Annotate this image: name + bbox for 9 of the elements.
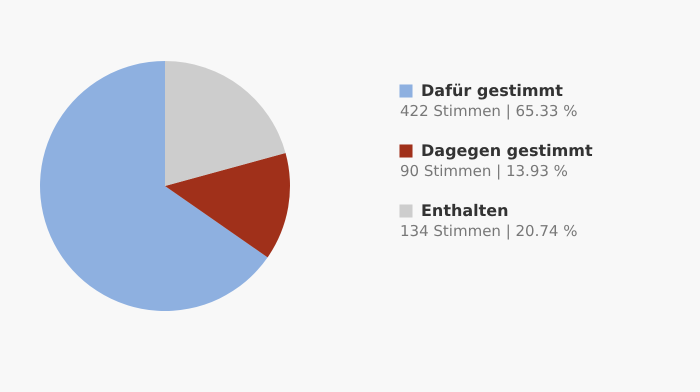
- data-label: 134 Stimmen | 20.74 %: [400, 222, 578, 240]
- data-label: 90 Stimmen | 13.93 %: [400, 162, 568, 180]
- pie-slice: [165, 61, 286, 186]
- data-label: 422 Stimmen | 65.33 %: [400, 102, 578, 120]
- pie-slice: [40, 61, 268, 311]
- pie-slice: [165, 152, 290, 258]
- legend-label: Dagegen gestimmt: [421, 141, 593, 160]
- legend-label: Enthalten: [421, 201, 509, 220]
- legend-label: Dafür gestimmt: [421, 81, 564, 100]
